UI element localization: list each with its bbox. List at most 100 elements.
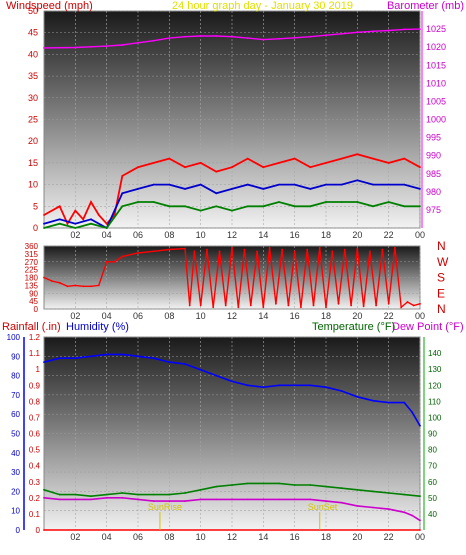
barometer-mb-line-point <box>121 44 124 46</box>
wind-direction-line-point <box>188 304 191 307</box>
direction-tick-label: 225 <box>25 266 39 275</box>
temperature-tick-label: 40 <box>428 510 437 519</box>
compass-label: S <box>437 271 445 285</box>
wind-gust-line-point <box>66 222 69 225</box>
x-tick-label: 12 <box>227 230 237 240</box>
rainfall-tick-label: 0.9 <box>29 381 41 390</box>
wind-direction-line-point <box>113 260 116 263</box>
barometer-mb-line-point <box>43 47 45 49</box>
x-tick-label: 20 <box>352 230 362 240</box>
windspeed-tick-label: 15 <box>28 158 38 168</box>
humidity-tick-label: 40 <box>11 449 20 458</box>
temperature-f-line-point <box>199 488 202 491</box>
wind-speed-line-point <box>90 218 92 221</box>
humidity-line-point <box>231 380 233 383</box>
wind-gust-line-point <box>309 166 312 169</box>
wind-direction-line-point <box>97 284 100 287</box>
wind-speed-line-point <box>168 183 171 186</box>
wind-average-line-point <box>215 205 218 208</box>
wind-speed-line-point <box>152 183 155 186</box>
wind-direction-line-point <box>419 302 421 305</box>
humidity-line-point <box>74 357 77 360</box>
wind-gust-line-point <box>387 162 390 164</box>
wind-direction-line-point <box>293 250 296 253</box>
windspeed-tick-label: 30 <box>28 93 38 103</box>
wind-speed-line-point <box>403 183 406 186</box>
humidity-line-point <box>105 353 108 356</box>
barometer-mb-line-point <box>90 45 92 48</box>
dew-point-f-line-point <box>419 519 421 522</box>
wind-direction-line-point <box>268 246 271 249</box>
humidity-line-point <box>356 395 359 398</box>
barometer-tick-label: 1005 <box>426 96 446 106</box>
temperature-tick-label: 60 <box>428 478 437 487</box>
windspeed-tick-label: 45 <box>28 28 38 38</box>
humidity-line-point <box>372 399 374 402</box>
wind-direction-line-point <box>325 306 327 309</box>
temperature-f-line-point <box>246 482 249 485</box>
wind-direction-line-point <box>394 246 396 249</box>
dew-point-f-line-point <box>325 500 327 502</box>
direction-tick-label: 90 <box>29 289 38 298</box>
rainfall-tick-label: 0.2 <box>29 494 41 503</box>
humidity-line-point <box>215 374 218 377</box>
wind-direction-line-point <box>206 248 208 251</box>
temperature-f-line-point <box>309 484 312 486</box>
wind-direction-line-point <box>343 248 346 251</box>
humidity-line-point <box>278 384 280 387</box>
humidity-line-point <box>121 353 124 356</box>
wind-direction-line-point <box>74 284 77 287</box>
humidity-tick-label: 30 <box>11 468 20 477</box>
humidity-line-point <box>403 401 406 404</box>
temperature-f-line-point <box>340 487 343 490</box>
wind-speed-line-point <box>246 183 249 186</box>
barometer-tick-label: 1025 <box>426 24 446 34</box>
barometer-mb-line-point <box>246 37 249 39</box>
wind-speed-line-point <box>184 188 186 190</box>
wind-direction-line-point <box>218 250 221 253</box>
barometer-tick-label: 985 <box>426 169 441 179</box>
wind-average-line-point <box>356 201 359 203</box>
dew-point-f-line-point <box>43 496 45 499</box>
humidity-tick-label: 20 <box>11 487 20 496</box>
x-tick-label: 16 <box>290 230 300 240</box>
wind-direction-line-point <box>212 306 215 309</box>
wind-gust-line-point <box>90 201 92 203</box>
wind-speed-line-point <box>121 192 124 195</box>
wind-direction-line-point <box>356 247 359 250</box>
wind-speed-line-point <box>325 183 327 186</box>
wind-direction-line-point <box>287 304 290 307</box>
wind-gust-line-point <box>419 166 421 169</box>
rainfall-tick-label: 1.1 <box>29 349 41 358</box>
wind-speed-line-point <box>309 188 312 190</box>
wind-direction-line-point <box>137 252 139 254</box>
humidity-tick-label: 80 <box>11 372 20 381</box>
x-tick-label: 16 <box>290 311 300 321</box>
x-tick-label: 04 <box>102 311 112 321</box>
x-tick-label: 08 <box>164 311 174 321</box>
wind-average-line-point <box>231 209 233 212</box>
direction-tick-label: 315 <box>25 250 39 259</box>
wind-average-line-point <box>387 201 390 203</box>
wind-gust-line-point <box>356 153 359 156</box>
rainfall-tick-label: 0.1 <box>29 510 41 519</box>
wind-gust-line-point <box>121 175 124 177</box>
dew-point-f-line-point <box>90 498 92 501</box>
humidity-line-point <box>419 424 421 427</box>
x-tick-label: 10 <box>196 311 206 321</box>
x-tick-label: 14 <box>258 532 268 542</box>
temperature-f-line-point <box>356 488 359 491</box>
humidity-line-point <box>325 386 327 389</box>
wind-gust-line-point <box>262 166 265 169</box>
humidity-line-point <box>387 401 390 404</box>
wind-direction-line-point <box>262 306 265 309</box>
humidity-tick-label: 90 <box>11 352 20 361</box>
humidity-line-point <box>137 355 139 358</box>
wind-average-line-point <box>152 201 155 203</box>
barometer-tick-label: 1000 <box>426 115 446 125</box>
humidity-line-point <box>411 411 414 414</box>
wind-gust-line-point <box>278 162 280 164</box>
wind-direction-line-point <box>43 276 45 279</box>
dew-point-f-line-point <box>246 498 249 501</box>
